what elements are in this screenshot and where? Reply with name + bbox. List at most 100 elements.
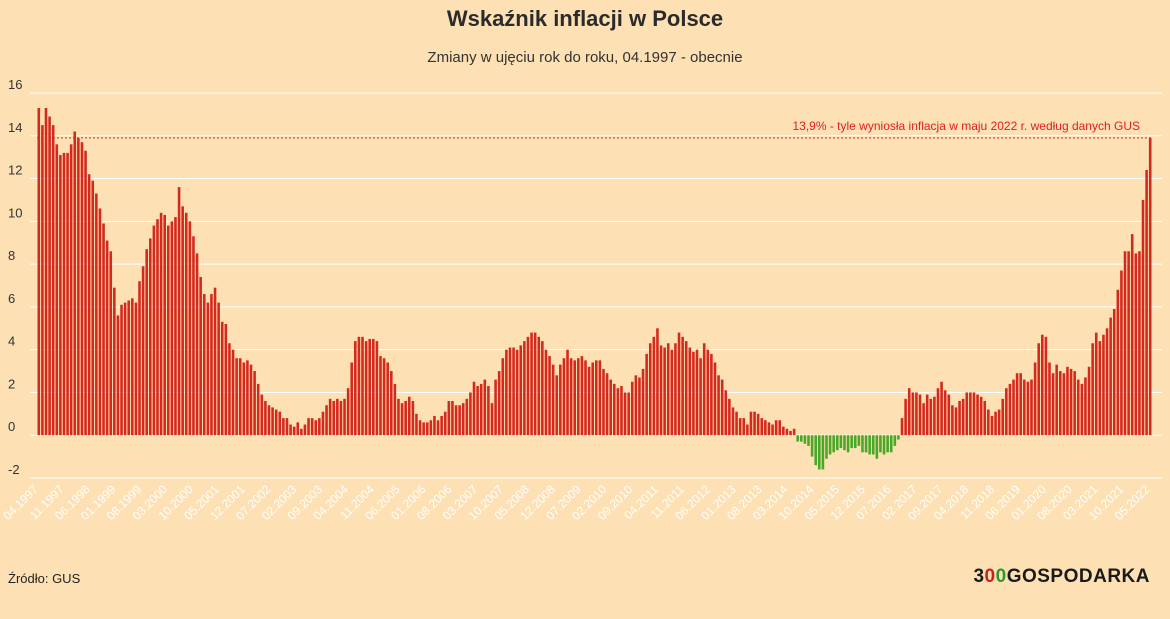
bar (1145, 170, 1148, 436)
bar (461, 403, 465, 436)
bar (987, 409, 990, 436)
bar (346, 388, 350, 436)
bar (1076, 379, 1080, 436)
bar (131, 298, 134, 436)
bar (670, 349, 674, 436)
bar (59, 155, 62, 436)
bar (145, 249, 148, 436)
bar (782, 426, 785, 436)
bar (659, 345, 663, 436)
bar (113, 287, 116, 436)
bar (728, 398, 731, 436)
bar (533, 332, 537, 436)
bar (760, 418, 764, 436)
bar (976, 394, 979, 436)
bar (818, 435, 821, 470)
bar (285, 418, 289, 436)
bar (1008, 383, 1012, 436)
bar (1058, 371, 1062, 436)
bar (605, 373, 609, 436)
bar (699, 358, 702, 436)
bar (969, 392, 972, 436)
bar (810, 435, 814, 457)
bar (465, 398, 469, 436)
bar (803, 435, 807, 444)
bar (656, 328, 659, 436)
bar (231, 349, 235, 436)
bar (278, 411, 282, 436)
bar (871, 435, 875, 455)
bar (648, 343, 652, 436)
bar (990, 415, 994, 436)
bar (501, 358, 505, 436)
bar (418, 420, 422, 436)
bar (515, 349, 519, 436)
bar (479, 383, 483, 436)
bar (134, 302, 138, 436)
bar (1041, 334, 1044, 436)
bar (454, 405, 458, 436)
bar (602, 368, 605, 436)
bar (177, 187, 181, 436)
bar (238, 358, 242, 436)
bar (77, 137, 80, 436)
bar (526, 336, 530, 436)
bar (1051, 373, 1055, 436)
bar (109, 251, 113, 436)
bar (800, 435, 803, 442)
bar (170, 221, 174, 436)
bar (749, 411, 753, 436)
bar (1066, 366, 1069, 436)
bar (62, 152, 66, 436)
bar (206, 302, 210, 436)
bar (954, 407, 958, 436)
bar (141, 266, 145, 436)
bar (645, 353, 648, 436)
bar (846, 435, 850, 453)
bar (1148, 137, 1152, 436)
bar (98, 208, 102, 436)
bar (778, 420, 782, 436)
bar (443, 411, 447, 436)
bar (573, 360, 577, 436)
bar (548, 356, 551, 436)
y-tick-label: 12 (8, 163, 22, 178)
bar (731, 407, 735, 436)
bar (893, 435, 897, 446)
bar (900, 418, 904, 436)
bar (282, 418, 285, 436)
bar (925, 394, 929, 436)
bar (886, 435, 889, 453)
bar (580, 356, 584, 436)
y-tick-label: 6 (8, 291, 15, 306)
bar (523, 341, 526, 436)
bar (310, 418, 314, 436)
bar (595, 360, 598, 436)
bar (889, 435, 893, 453)
bar (120, 304, 123, 436)
y-tick-label: 8 (8, 248, 15, 263)
bar (843, 435, 846, 451)
bar (91, 180, 95, 436)
bar (476, 386, 479, 436)
bar (951, 405, 954, 436)
bar (472, 381, 476, 436)
bar (638, 377, 641, 436)
bar (105, 240, 109, 436)
bar (397, 398, 400, 436)
bar (677, 332, 681, 436)
bar (897, 435, 900, 440)
bar (296, 422, 300, 436)
bar (774, 420, 778, 436)
bar (735, 411, 738, 436)
bar (835, 435, 839, 451)
bar (1023, 379, 1026, 436)
bar (623, 392, 627, 436)
bar (300, 428, 303, 436)
bar (940, 381, 943, 436)
y-tick-label: -2 (8, 462, 20, 477)
bar (688, 347, 692, 436)
bar (724, 390, 728, 436)
bar (1033, 362, 1037, 436)
bar (1044, 336, 1048, 436)
